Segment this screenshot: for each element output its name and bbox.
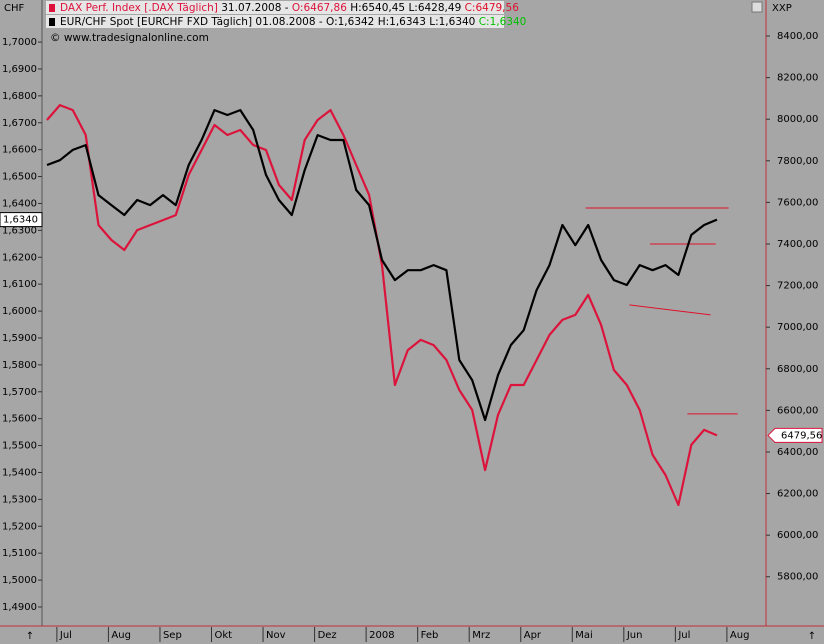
x-tick-label: Jul (677, 630, 690, 641)
x-tick-label: Aug (730, 630, 750, 641)
y2-tick-label: 8200,00 (777, 73, 818, 84)
legend-swatch (49, 4, 55, 12)
legend-ohlc: L:6428,49 (408, 2, 461, 14)
x-tick-label: Mai (575, 630, 593, 641)
legend-text: DAX Perf. Index [.DAX Täglich] 31.07.200… (60, 2, 519, 14)
x-tick-label: Sep (163, 630, 182, 641)
y-tick-label: 1,6500 (2, 172, 37, 183)
y-tick-label: 1,5000 (2, 575, 37, 586)
x-tick-label: Dez (318, 630, 337, 641)
y2-tick-label: 5800,00 (777, 572, 818, 583)
y-tick-label: 1,6700 (2, 118, 37, 129)
y2-tick-label: 6200,00 (777, 489, 818, 500)
legend-text: EUR/CHF Spot [EURCHF FXD Täglich] 01.08.… (60, 16, 526, 28)
last-value-tag (0, 212, 43, 228)
legend-bg (46, 1, 504, 14)
legend-ohlc: C:1,6340 (479, 16, 527, 28)
y-axis-unit: CHF (4, 3, 25, 14)
y2-tick-label: 7800,00 (777, 156, 818, 167)
series-line (46, 109, 718, 422)
scroll-arrow[interactable]: ↑ (808, 631, 816, 642)
legend-bg (46, 15, 504, 28)
legend-ohlc: L:1,6340 (429, 16, 475, 28)
y-tick-label: 1,6100 (2, 279, 37, 290)
y-tick-label: 1,6600 (2, 145, 37, 156)
x-tick-label: Okt (215, 630, 233, 641)
x-tick-label: Jun (626, 630, 643, 641)
scroll-arrow[interactable]: ↑ (26, 631, 34, 642)
y2-tick-label: 8000,00 (777, 114, 818, 125)
trend-line (629, 304, 711, 316)
legend-ohlc: C:6479,56 (465, 2, 520, 14)
legend-date: 01.08.2008 - (255, 16, 322, 28)
y-tick-label: 1,6900 (2, 64, 37, 75)
y-tick-label: 1,5100 (2, 548, 37, 559)
y-tick-label: 1,6000 (2, 306, 37, 317)
y2-tick-label: 7400,00 (777, 239, 818, 250)
legend-date: 31.07.2008 - (221, 2, 288, 14)
x-tick-label: Apr (524, 630, 542, 641)
copyright: © www.tradesignalonline.com (50, 32, 209, 44)
y-tick-label: 1,6200 (2, 252, 37, 263)
legend-ohlc: H:6540,45 (350, 2, 405, 14)
y-tick-label: 1,6300 (2, 225, 37, 236)
x-tick-label: Feb (421, 630, 439, 641)
x-tick-label: Nov (266, 630, 286, 641)
y-tick-label: 1,5700 (2, 387, 37, 398)
y2-tick-label: 8400,00 (777, 31, 818, 42)
y2-axis-unit: XXP (772, 3, 792, 14)
last-value-label: 6479,56 (781, 430, 822, 441)
y2-tick-label: 6600,00 (777, 405, 818, 416)
legend: DAX Perf. Index [.DAX Täglich] 31.07.200… (46, 1, 526, 28)
y-tick-label: 1,5200 (2, 521, 37, 532)
y-tick-label: 1,5600 (2, 414, 37, 425)
x-tick-label: Aug (111, 630, 131, 641)
last-value-label: 1,6340 (3, 215, 38, 226)
y-tick-label: 1,5500 (2, 441, 37, 452)
y2-tick-label: 7000,00 (777, 322, 818, 333)
x-tick-label: Jul (59, 630, 72, 641)
last-value-tag (767, 427, 823, 443)
y-tick-label: 1,5800 (2, 360, 37, 371)
plot-area (46, 104, 738, 507)
legend-name: DAX Perf. Index [.DAX Täglich] (60, 2, 218, 14)
y2-tick-label: 6400,00 (777, 447, 818, 458)
window-button[interactable] (751, 1, 763, 13)
y-tick-label: 1,5400 (2, 467, 37, 478)
series-line (46, 104, 718, 507)
legend-ohlc: H:1,6343 (378, 16, 426, 28)
legend-swatch (49, 18, 55, 26)
legend-ohlc: O:1,6342 (326, 16, 374, 28)
y-tick-label: 1,4900 (2, 602, 37, 613)
y-tick-label: 1,5300 (2, 494, 37, 505)
y-tick-label: 1,6400 (2, 198, 37, 209)
y2-tick-label: 7200,00 (777, 281, 818, 292)
y2-tick-label: 6800,00 (777, 364, 818, 375)
legend-name: EUR/CHF Spot [EURCHF FXD Täglich] (60, 16, 252, 28)
x-tick-label: 2008 (369, 630, 394, 641)
y-tick-label: 1,5900 (2, 333, 37, 344)
y-tick-label: 1,7000 (2, 37, 37, 48)
y2-tick-label: 7600,00 (777, 197, 818, 208)
y2-tick-label: 6000,00 (777, 530, 818, 541)
y-tick-label: 1,6800 (2, 91, 37, 102)
legend-ohlc: O:6467,86 (292, 2, 347, 14)
x-tick-label: Mrz (472, 630, 490, 641)
